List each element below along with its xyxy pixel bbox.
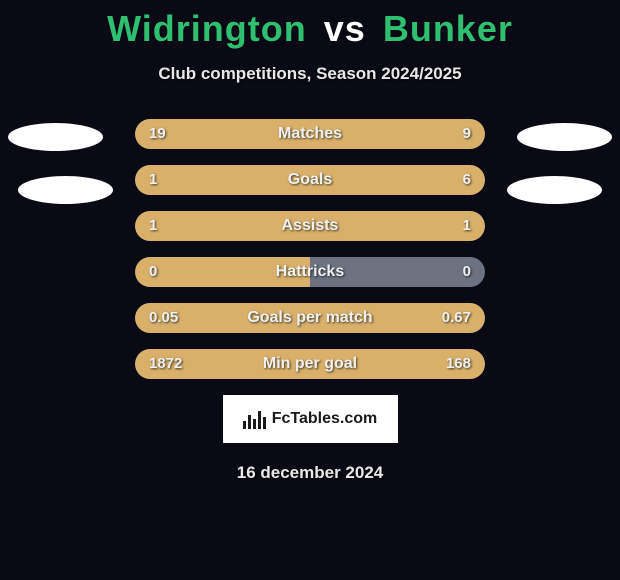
player2-name: Bunker — [383, 8, 513, 49]
subtitle: Club competitions, Season 2024/2025 — [0, 64, 620, 84]
stat-value-right: 0 — [463, 257, 471, 287]
logo-text: FcTables.com — [272, 410, 378, 428]
stat-value-right: 1 — [463, 211, 471, 241]
player1-name: Widrington — [107, 8, 307, 49]
stats-container: 19Matches91Goals61Assists10Hattricks00.0… — [0, 119, 620, 483]
vs-text: vs — [324, 8, 366, 49]
logo-box: FcTables.com — [223, 395, 398, 443]
stat-label: Hattricks — [135, 257, 485, 287]
stat-row: 0.05Goals per match0.67 — [135, 303, 485, 333]
stat-label: Goals — [135, 165, 485, 195]
stat-row: 0Hattricks0 — [135, 257, 485, 287]
stat-value-right: 6 — [463, 165, 471, 195]
stat-label: Assists — [135, 211, 485, 241]
stat-row: 1872Min per goal168 — [135, 349, 485, 379]
stat-row: 19Matches9 — [135, 119, 485, 149]
page-title: Widrington vs Bunker — [0, 8, 620, 50]
stat-value-right: 0.67 — [442, 303, 471, 333]
stat-value-right: 168 — [446, 349, 471, 379]
stat-value-right: 9 — [463, 119, 471, 149]
stat-label: Min per goal — [135, 349, 485, 379]
stat-label: Matches — [135, 119, 485, 149]
stat-row: 1Goals6 — [135, 165, 485, 195]
stat-row: 1Assists1 — [135, 211, 485, 241]
date: 16 december 2024 — [0, 463, 620, 483]
stat-label: Goals per match — [135, 303, 485, 333]
logo-icon — [243, 409, 266, 429]
